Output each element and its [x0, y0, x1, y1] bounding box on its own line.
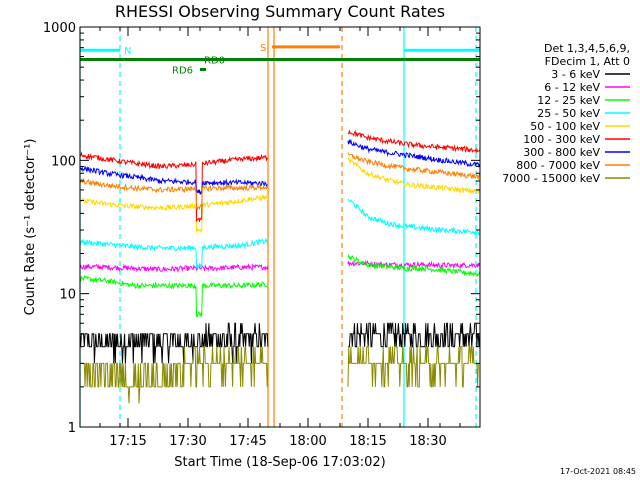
legend-entry-label: 3 - 6 keV: [551, 68, 600, 81]
legend-header: Det 1,3,4,5,6,9,: [544, 42, 630, 55]
x-tick-label: 18:00: [289, 434, 326, 449]
series-line: [347, 346, 480, 388]
series-line: [79, 151, 268, 222]
flag-label: S: [260, 43, 266, 54]
x-tick-label: 18:15: [349, 434, 386, 449]
legend-entry-label: 800 - 7000 keV: [516, 159, 600, 172]
legend-entry-label: 50 - 100 keV: [530, 120, 600, 133]
vertical-markers: [79, 27, 477, 427]
series-line: [347, 157, 481, 195]
legend: Det 1,3,4,5,6,9,FDecim 1, Att 03 - 6 keV…: [502, 42, 630, 185]
series-line: [348, 322, 481, 348]
axis-ticks: 1 10 100 1000 17:15 17:30 17:45 18:00 18:15 18:30: [43, 21, 481, 449]
series-line: [347, 198, 481, 237]
y-tick-label: 1000: [43, 21, 76, 36]
x-tick-label: 17:30: [169, 434, 206, 449]
y-tick-label: 10: [59, 288, 76, 303]
x-axis-label: Start Time (18-Sep-06 17:03:02): [174, 455, 385, 470]
y-tick-label: 100: [51, 154, 76, 169]
series-line: [79, 165, 269, 195]
series-line: [79, 237, 269, 270]
legend-entry-label: 25 - 50 keV: [537, 107, 600, 120]
series-line: [347, 253, 481, 278]
y-axis-label: Count Rate (s⁻¹ detector⁻¹): [23, 139, 38, 316]
flag-label: RD6: [172, 66, 193, 77]
series-line: [79, 274, 269, 318]
legend-entry-label: 12 - 25 keV: [537, 94, 600, 107]
state-flags: N S RD0 RD6: [80, 43, 480, 77]
legend-entry-label: 300 - 800 keV: [523, 146, 600, 159]
series-line: [347, 138, 481, 168]
x-tick-label: 18:30: [409, 434, 446, 449]
series-line: [347, 152, 481, 180]
legend-header: FDecim 1, Att 0: [545, 55, 630, 68]
flag-label: N: [124, 46, 131, 57]
flag-label: RD0: [204, 56, 225, 67]
series-line: [79, 193, 269, 234]
series-line: [79, 177, 269, 211]
legend-entry-label: 6 - 12 keV: [544, 81, 600, 94]
series-line: [80, 346, 269, 404]
y-tick-label: 1: [68, 421, 76, 436]
legend-entry-label: 100 - 300 keV: [523, 133, 600, 146]
generated-timestamp: 17-Oct-2021 08:45: [560, 467, 636, 476]
series-lines: [79, 129, 481, 404]
series-line: [347, 129, 481, 154]
x-tick-label: 17:45: [229, 434, 266, 449]
series-line: [79, 322, 269, 364]
x-tick-label: 17:15: [109, 434, 146, 449]
legend-entry-label: 7000 - 15000 keV: [502, 172, 600, 185]
chart-title: RHESSI Observing Summary Count Rates: [115, 2, 445, 21]
series-line: [79, 263, 269, 273]
